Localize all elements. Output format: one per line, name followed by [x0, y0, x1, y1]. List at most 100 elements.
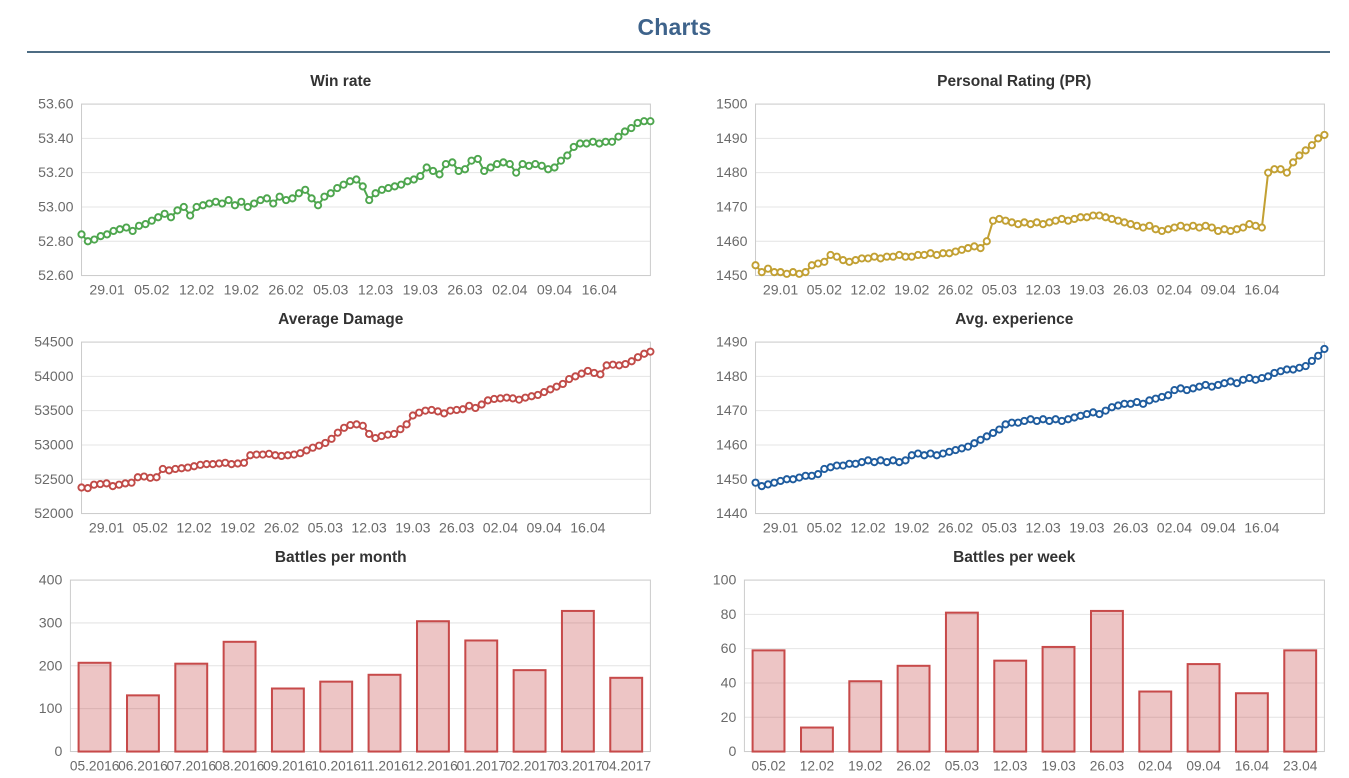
svg-text:02.04: 02.04: [1138, 758, 1173, 773]
chart-title-average-damage: Average Damage: [278, 310, 404, 328]
svg-text:19.03: 19.03: [1069, 282, 1104, 298]
svg-text:19.03: 19.03: [1041, 758, 1076, 773]
svg-text:53.40: 53.40: [38, 130, 73, 146]
svg-text:53.60: 53.60: [38, 96, 73, 112]
svg-text:12.03: 12.03: [993, 758, 1028, 773]
charts-grid: Win rate 52.60 52.80 53.00 53.20 53.40 53.60 2…: [0, 53, 1349, 778]
svg-text:200: 200: [39, 657, 63, 673]
svg-text:10.2016: 10.2016: [311, 758, 361, 773]
svg-text:23.04: 23.04: [1283, 758, 1318, 773]
svg-text:05.03: 05.03: [981, 282, 1016, 298]
svg-text:26.02: 26.02: [268, 282, 303, 298]
svg-text:19.02: 19.02: [894, 282, 929, 298]
chart-average-damage: Average Damage 52000 52500 53000 53500 54000…: [24, 311, 658, 541]
svg-text:29.01: 29.01: [762, 519, 797, 535]
svg-text:1480: 1480: [716, 164, 748, 180]
svg-text:12.03: 12.03: [358, 282, 393, 298]
svg-text:08.2016: 08.2016: [215, 758, 265, 773]
svg-text:52500: 52500: [34, 471, 73, 487]
svg-text:19.02: 19.02: [894, 519, 929, 535]
svg-text:03.2017: 03.2017: [553, 758, 603, 773]
svg-text:1460: 1460: [716, 436, 748, 452]
svg-text:29.01: 29.01: [89, 282, 124, 298]
svg-text:16.04: 16.04: [582, 282, 617, 298]
svg-text:19.02: 19.02: [220, 519, 255, 535]
svg-text:16.04: 16.04: [1234, 758, 1269, 773]
svg-text:1450: 1450: [716, 471, 748, 487]
battles-per-month-bar-chart: 0 100 200 300 400 05.201606.201607.201608.201…: [39, 572, 651, 774]
svg-text:04.2017: 04.2017: [601, 758, 651, 773]
svg-text:12.03: 12.03: [1025, 519, 1060, 535]
svg-text:53.00: 53.00: [38, 198, 73, 214]
svg-text:26.03: 26.03: [1112, 282, 1147, 298]
svg-text:11.2016: 11.2016: [360, 758, 409, 773]
svg-text:01.2017: 01.2017: [456, 758, 506, 773]
svg-text:12.02: 12.02: [799, 758, 833, 773]
svg-text:400: 400: [39, 572, 63, 588]
svg-text:05.03: 05.03: [981, 519, 1016, 535]
svg-text:40: 40: [720, 674, 736, 690]
svg-text:12.02: 12.02: [176, 519, 211, 535]
win-rate-line-chart: 52.60 52.80 53.00 53.20 53.40 53.60 29.01 05.02…: [38, 96, 655, 298]
svg-text:09.2016: 09.2016: [263, 758, 313, 773]
svg-text:20: 20: [720, 708, 736, 724]
svg-text:300: 300: [39, 614, 63, 630]
svg-text:1500: 1500: [716, 96, 748, 112]
svg-text:54000: 54000: [34, 368, 73, 384]
svg-text:19.03: 19.03: [403, 282, 438, 298]
chart-personal-rating: Personal Rating (PR) 1450 1460 1470 1480 149…: [698, 73, 1332, 303]
svg-text:1450: 1450: [716, 267, 748, 283]
svg-text:19.02: 19.02: [224, 282, 259, 298]
svg-text:02.04: 02.04: [483, 519, 518, 535]
svg-text:16.04: 16.04: [1244, 282, 1279, 298]
battles-per-week-bar-chart: 0 20 40 60 80 100 05.02 12.02 19.02 26.02 05.03 12.…: [712, 572, 1325, 773]
chart-win-rate: Win rate 52.60 52.80 53.00 53.20 53.40 53.60 2…: [24, 73, 658, 303]
svg-text:12.03: 12.03: [1025, 282, 1060, 298]
average-damage-line-chart: 52000 52500 53000 53500 54000 54500 29.01 05.02…: [34, 334, 655, 535]
svg-text:16.04: 16.04: [570, 519, 605, 535]
svg-text:1460: 1460: [716, 233, 748, 249]
chart-title-avg-experience: Avg. experience: [955, 310, 1074, 328]
svg-text:29.01: 29.01: [762, 282, 797, 298]
svg-text:19.03: 19.03: [395, 519, 430, 535]
svg-text:1440: 1440: [716, 505, 748, 521]
svg-text:19.02: 19.02: [848, 758, 882, 773]
svg-text:26.03: 26.03: [439, 519, 474, 535]
page-title: Charts: [637, 14, 712, 40]
svg-text:26.03: 26.03: [1112, 519, 1147, 535]
svg-text:52.60: 52.60: [38, 267, 73, 283]
svg-text:09.04: 09.04: [526, 519, 561, 535]
svg-text:52.80: 52.80: [38, 233, 73, 249]
svg-text:05.02: 05.02: [751, 758, 785, 773]
chart-battles-per-week: Battles per week 0 20 40 60 80 100 05.02 12.02 1…: [698, 549, 1332, 778]
svg-text:05.03: 05.03: [308, 519, 343, 535]
svg-text:53500: 53500: [34, 402, 73, 418]
svg-text:12.03: 12.03: [351, 519, 386, 535]
svg-text:29.01: 29.01: [89, 519, 124, 535]
chart-battles-per-month: Battles per month 0 100 200 300 400 05.2016 06…: [24, 549, 658, 778]
chart-title-battles-per-week: Battles per week: [953, 548, 1076, 566]
svg-text:80: 80: [720, 605, 736, 621]
svg-text:02.04: 02.04: [1156, 519, 1191, 535]
svg-text:02.04: 02.04: [1156, 282, 1191, 298]
svg-text:07.2016: 07.2016: [166, 758, 216, 773]
svg-text:26.02: 26.02: [896, 758, 930, 773]
page-header: Charts: [0, 0, 1349, 53]
svg-text:100: 100: [39, 700, 63, 716]
svg-text:52000: 52000: [34, 505, 73, 521]
svg-text:53.20: 53.20: [38, 164, 73, 180]
svg-text:1490: 1490: [716, 334, 748, 350]
svg-text:1490: 1490: [716, 130, 748, 146]
svg-text:09.04: 09.04: [1186, 758, 1221, 773]
svg-text:26.02: 26.02: [937, 282, 972, 298]
svg-text:06.2016: 06.2016: [118, 758, 168, 773]
svg-text:26.02: 26.02: [937, 519, 972, 535]
svg-text:54500: 54500: [34, 334, 73, 350]
svg-text:100: 100: [712, 572, 736, 588]
chart-title-personal-rating: Personal Rating (PR): [937, 73, 1092, 90]
svg-text:19.03: 19.03: [1069, 519, 1104, 535]
svg-text:09.04: 09.04: [537, 282, 572, 298]
svg-text:1470: 1470: [716, 402, 748, 418]
svg-text:12.02: 12.02: [850, 519, 885, 535]
personal-rating-line-chart: 1450 1460 1470 1480 1490 1500 29.01 05.02 12.02 1…: [716, 96, 1329, 298]
